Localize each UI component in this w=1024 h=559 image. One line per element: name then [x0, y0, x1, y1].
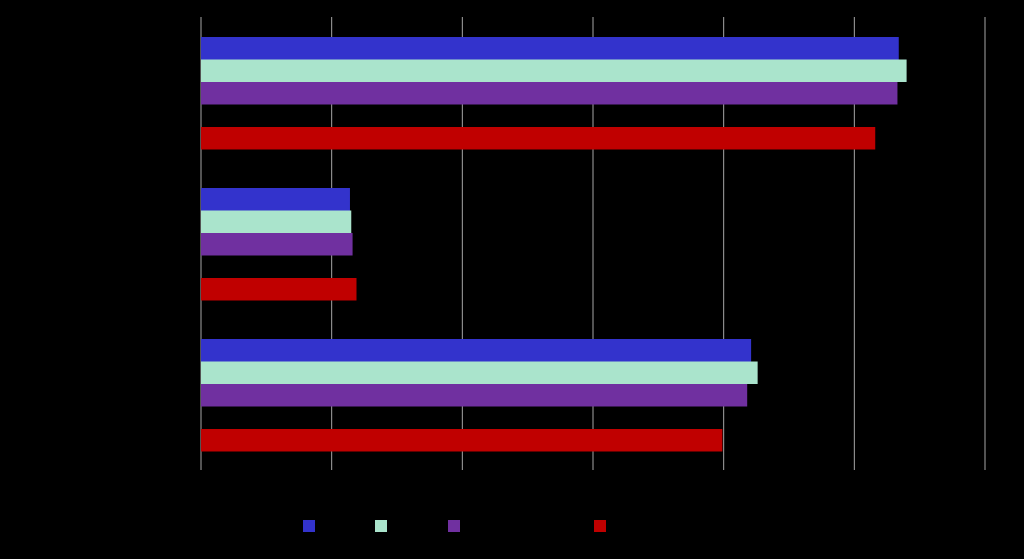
- legend-swatch-series3: [448, 520, 460, 532]
- bar-series1-category3: [201, 339, 752, 362]
- bar-series2-category1: [201, 59, 907, 82]
- bar-series3-category3: [201, 384, 748, 407]
- bar-layer: [201, 37, 907, 452]
- legend-swatch-series2: [375, 520, 387, 532]
- legend: [303, 520, 606, 532]
- bar-series3-category2: [201, 233, 353, 256]
- bar-series1-category1: [201, 37, 899, 60]
- legend-swatch-series4: [594, 520, 606, 532]
- bar-series4-category3: [201, 429, 723, 452]
- bar-series4-category2: [201, 278, 357, 301]
- bar-series2-category2: [201, 210, 352, 233]
- bar-series1-category2: [201, 188, 350, 211]
- legend-swatch-series1: [303, 520, 315, 532]
- bar-series2-category3: [201, 361, 758, 384]
- bar-series4-category1: [201, 127, 876, 150]
- bar-series3-category1: [201, 82, 898, 105]
